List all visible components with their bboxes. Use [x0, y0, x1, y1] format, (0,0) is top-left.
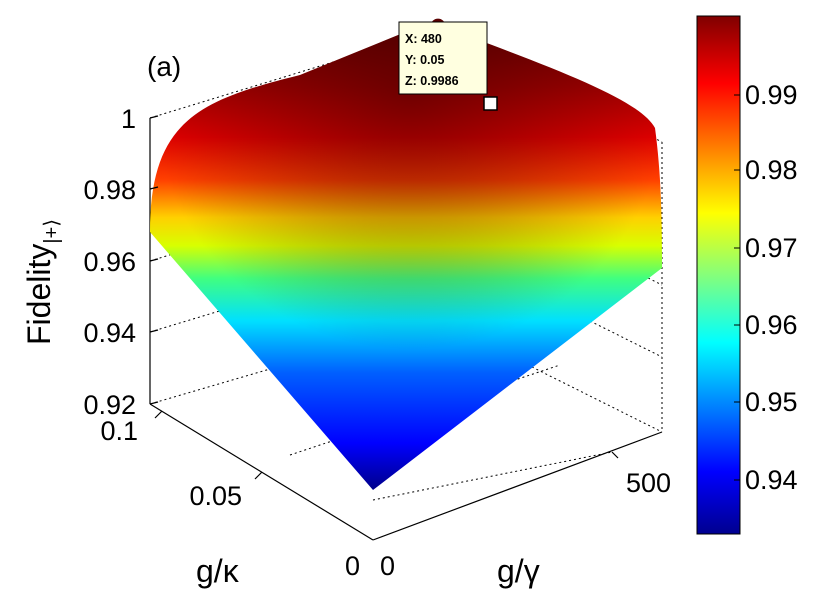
datatip-y-label: Y:: [405, 53, 417, 67]
x-tick-500: [611, 451, 619, 459]
datatip-z: Z: 0.9986: [405, 74, 459, 88]
datatip-x: X: 480: [405, 32, 442, 46]
z-axis-label: Fidelity|+⟩: [21, 219, 63, 345]
y-tick-label-0: 0: [345, 551, 360, 581]
cbar-label-095: 0.95: [745, 387, 798, 417]
z-tick-098: [149, 186, 159, 190]
surface: [150, 22, 662, 490]
z-tick-092: [149, 401, 159, 405]
cbar-label-098: 0.98: [745, 155, 798, 185]
datatip-anchor-square[interactable]: [483, 96, 498, 111]
z-tick-label-1: 1: [121, 104, 136, 134]
cbar-label-099: 0.99: [745, 80, 798, 110]
datatip-box[interactable]: [398, 21, 488, 95]
datatip-z-label: Z:: [405, 74, 417, 88]
z-tick-label-098: 0.98: [83, 175, 136, 205]
cbar-label-094: 0.94: [745, 465, 798, 495]
z-tick-1: [149, 115, 159, 119]
x-axis-line: [372, 431, 663, 541]
colorbar: 0.99 0.98 0.97 0.96 0.95 0.94: [696, 15, 798, 535]
datatip-x-value: 480: [421, 32, 442, 46]
x-tick-label-0: 0: [380, 551, 395, 581]
z-tick-096: [149, 258, 159, 262]
grid-floor-x500: [372, 451, 613, 501]
x-tick-labels: 0 500: [380, 468, 671, 581]
surface-top-shade: [150, 22, 662, 490]
y-tick-labels: 0.1 0.05 0: [100, 416, 360, 581]
colorbar-ticks: [734, 94, 740, 481]
datatip-y: Y: 0.05: [405, 53, 444, 67]
y-tick-label-01: 0.1: [100, 416, 138, 446]
colorbar-gradient: [696, 15, 741, 535]
x-tick-label-500: 500: [626, 468, 671, 498]
z-axis-label-sub: |+⟩: [41, 219, 63, 244]
z-tick-094: [149, 329, 159, 333]
datatip[interactable]: X: 480 Y: 0.05 Z: 0.9986: [398, 17, 498, 111]
z-tick-label-094: 0.94: [83, 318, 136, 348]
y-tick-label-005: 0.05: [189, 481, 242, 511]
cbar-label-097: 0.97: [745, 233, 798, 263]
datatip-z-value: 0.9986: [420, 74, 458, 88]
y-tick-005: [254, 471, 263, 480]
z-tick-label-096: 0.96: [83, 247, 136, 277]
z-tick-label-092: 0.92: [83, 390, 136, 420]
y-axis-label: g/κ: [196, 553, 240, 589]
panel-label: (a): [147, 51, 181, 82]
tick-marks: [149, 115, 619, 480]
datatip-y-value: 0.05: [420, 53, 444, 67]
datatip-x-label: X:: [405, 32, 418, 46]
x-axis-label: g/γ: [497, 553, 540, 589]
z-tick-labels: 1 0.98 0.96 0.94 0.92: [83, 104, 136, 420]
y-tick-01: [154, 410, 163, 419]
cbar-label-096: 0.96: [745, 310, 798, 340]
z-axis-label-main: Fidelity: [21, 244, 57, 345]
